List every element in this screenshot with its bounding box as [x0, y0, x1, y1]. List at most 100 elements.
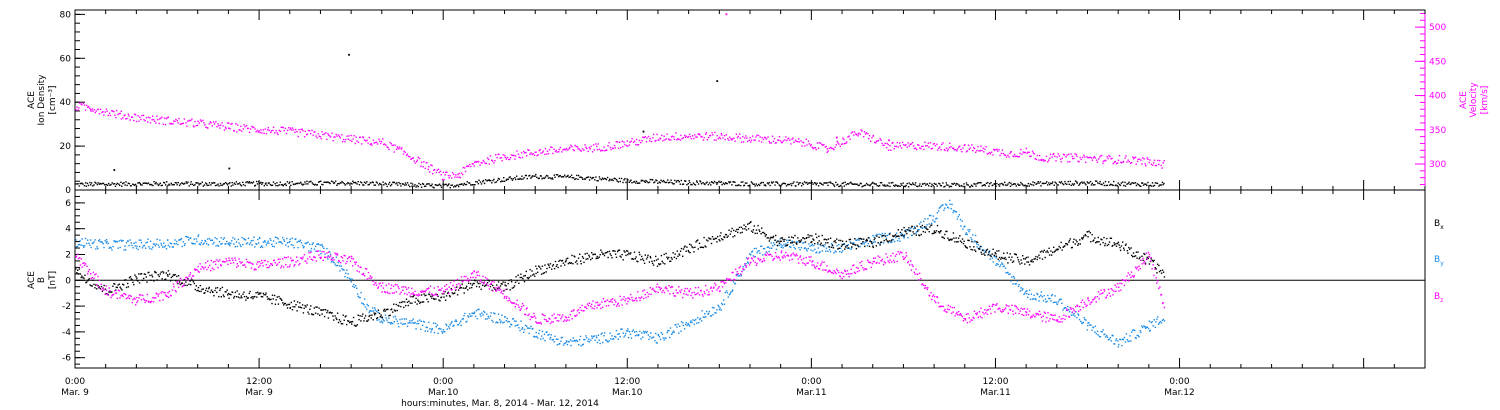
bx-series-point — [283, 302, 286, 305]
by-series-point — [122, 239, 124, 242]
velocity-series-point — [1066, 154, 1068, 156]
ion-density-series-point — [521, 175, 523, 177]
ion-density-series-point — [707, 183, 710, 186]
velocity-series-point — [1094, 157, 1096, 159]
bx-series-point — [515, 276, 517, 278]
by-series-point — [114, 240, 116, 242]
bx-series-point — [772, 235, 775, 238]
velocity-series-point — [661, 134, 663, 137]
ion-density-series-point — [758, 183, 760, 186]
bx-series-point — [708, 237, 710, 239]
bx-series-point — [1060, 241, 1062, 244]
bx-series-point — [323, 309, 325, 311]
velocity-series-point — [546, 153, 548, 155]
by-series-point — [1076, 316, 1078, 319]
by-series-point — [118, 240, 120, 242]
velocity-series-point — [895, 145, 897, 148]
velocity-series-point — [203, 122, 205, 124]
by-series-point — [290, 244, 293, 246]
bx-series-point — [594, 253, 596, 256]
velocity-series-point — [428, 165, 430, 168]
by-series-point — [438, 328, 440, 330]
velocity-series-point — [1010, 151, 1012, 153]
ion-density-series-point — [885, 185, 887, 187]
by-series-point — [649, 336, 651, 338]
bz-series-point — [194, 268, 196, 270]
velocity-series-point — [995, 149, 997, 151]
bx-series-point — [143, 273, 146, 275]
ion-density-series-point — [1081, 181, 1083, 183]
velocity-series-point — [186, 125, 188, 127]
velocity-series-point — [722, 137, 724, 139]
ion-density-series-point — [576, 174, 578, 177]
ion-density-series-point — [1006, 184, 1008, 187]
velocity-series-point — [1125, 155, 1127, 157]
velocity-series-point — [173, 120, 175, 122]
by-series-point — [1031, 298, 1034, 300]
by-series-point — [764, 253, 766, 255]
bx-series-point — [77, 269, 79, 271]
by-series-point — [759, 252, 761, 254]
velocity-series-point — [194, 120, 196, 123]
ion-density-series-point — [960, 184, 963, 187]
velocity-series-point — [733, 137, 735, 139]
bx-series-point — [859, 237, 862, 240]
by-series-point — [254, 246, 256, 248]
bx-series-point — [918, 234, 920, 236]
by-series-point — [559, 342, 561, 345]
bx-series-point — [592, 253, 594, 256]
bz-series-point — [111, 295, 113, 297]
ion-density-series-point — [476, 181, 479, 183]
velocity-series-point — [355, 136, 357, 138]
by-series-point — [225, 243, 227, 245]
bx-series-point — [438, 299, 440, 301]
by-series-point — [570, 344, 572, 347]
by-series-point — [504, 316, 506, 318]
ion-density-series-point — [376, 182, 379, 184]
bx-series-point — [405, 298, 408, 300]
bx-series-point — [975, 250, 977, 253]
ion-density-series-point — [157, 184, 160, 187]
bx-series-point — [779, 240, 781, 243]
velocity-series-point — [1063, 154, 1066, 156]
by-series-point — [560, 337, 563, 339]
by-series-point — [1117, 340, 1119, 342]
velocity-series-point — [690, 138, 693, 140]
ion-density-series-point — [692, 182, 695, 184]
by-series-point — [1082, 321, 1085, 324]
velocity-series-point — [742, 136, 744, 138]
bx-series-point — [346, 323, 348, 326]
bx-series-point — [1033, 258, 1035, 260]
bx-series-point — [309, 308, 311, 310]
by-series-point — [883, 234, 885, 237]
bx-series-point — [449, 296, 451, 298]
ion-density-series-point — [816, 182, 818, 184]
velocity-series-point — [1027, 151, 1029, 153]
ion-density-series-point — [1001, 182, 1003, 185]
bx-series-point — [1073, 238, 1075, 240]
by-series-point — [176, 240, 178, 243]
velocity-series-point — [517, 153, 520, 155]
bx-series-point — [281, 299, 283, 301]
by-series-point — [538, 329, 541, 332]
ion-density-series-point — [152, 184, 154, 187]
ion-density-series-point — [436, 184, 439, 187]
bz-series-point — [163, 291, 165, 294]
by-series-point — [912, 228, 915, 230]
ion-density-series-point — [862, 185, 864, 187]
by-series-point — [333, 261, 335, 264]
by-series-point — [207, 244, 210, 246]
bx-series-point — [306, 304, 308, 306]
ion-density-series-point — [381, 184, 383, 186]
by-series-point — [520, 320, 522, 322]
ion-density-series-point — [994, 183, 996, 185]
bx-series-point — [278, 295, 280, 298]
bx-series-point — [411, 302, 413, 304]
bx-series-point — [698, 242, 701, 244]
ion-density-series-point — [779, 185, 781, 187]
bx-series-point — [537, 271, 539, 273]
bx-series-point — [367, 319, 370, 321]
bx-series-point — [299, 302, 301, 304]
bx-series-point — [1150, 258, 1152, 260]
bx-series-point — [819, 243, 821, 246]
